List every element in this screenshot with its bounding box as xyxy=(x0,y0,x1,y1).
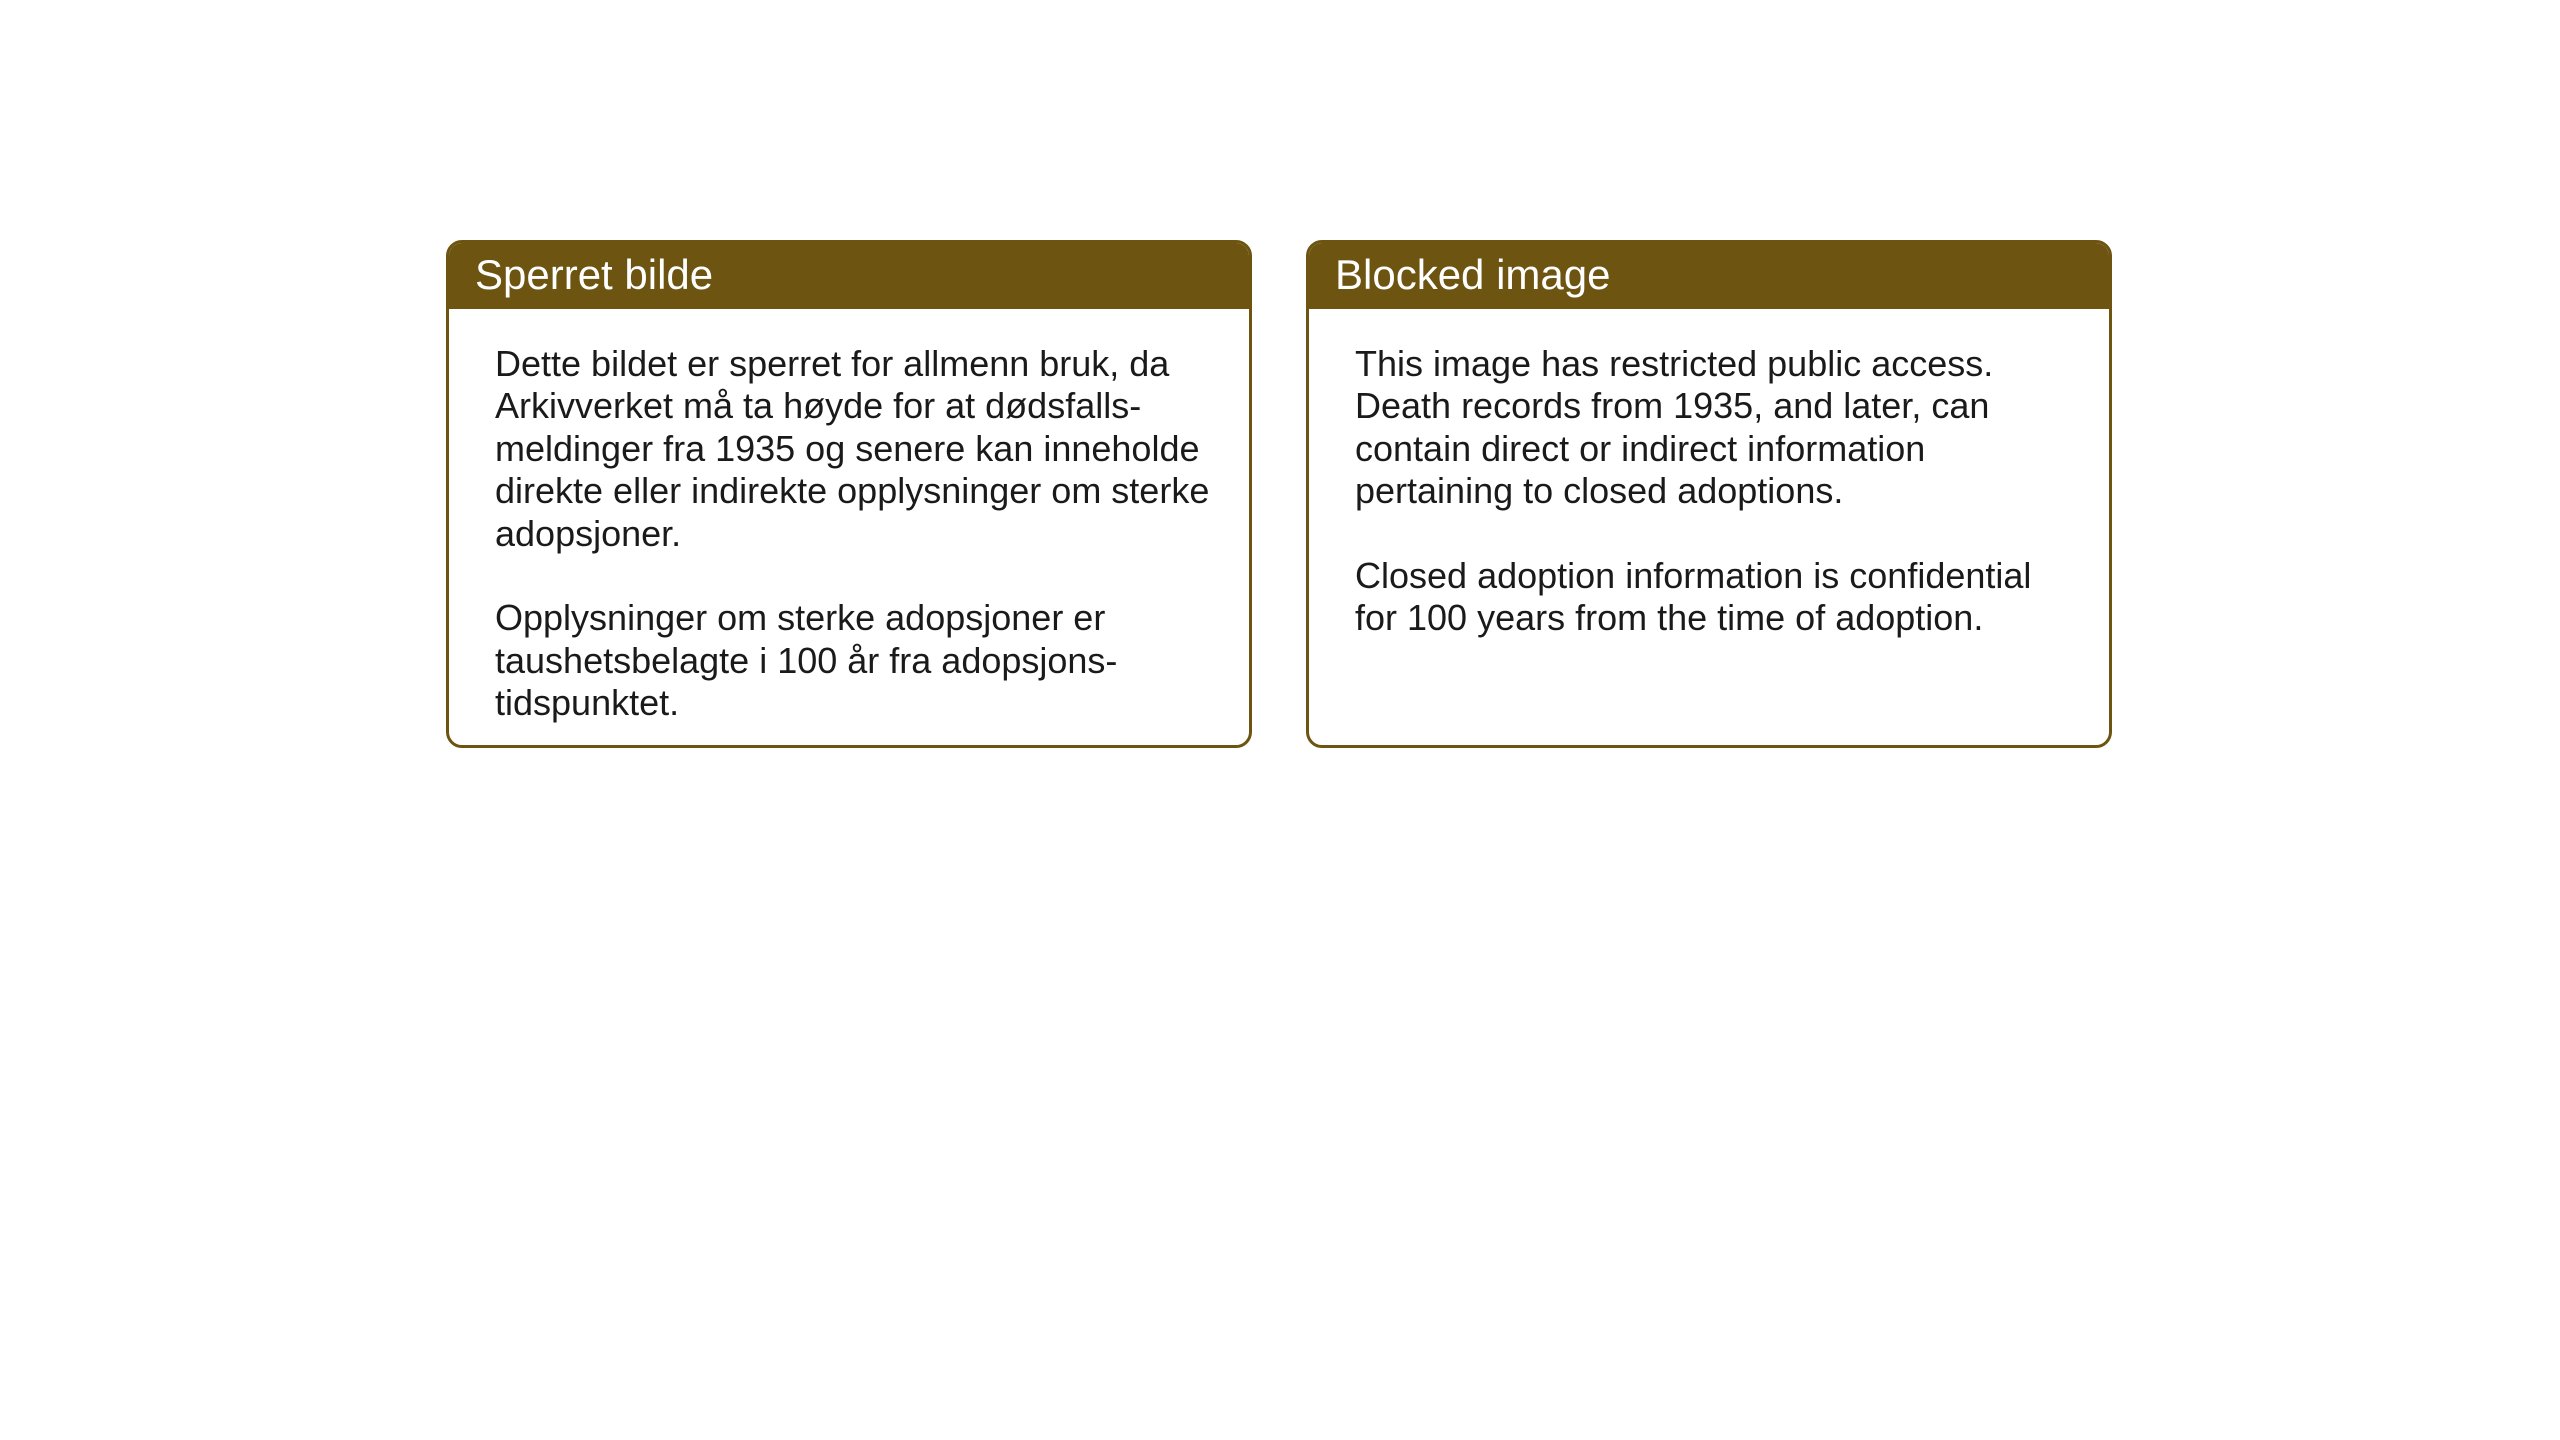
card-title-norwegian: Sperret bilde xyxy=(475,251,713,298)
card-header-english: Blocked image xyxy=(1309,243,2109,309)
notice-container: Sperret bilde Dette bildet er sperret fo… xyxy=(0,0,2560,748)
card-body-norwegian: Dette bildet er sperret for allmenn bruk… xyxy=(449,309,1249,748)
card-header-norwegian: Sperret bilde xyxy=(449,243,1249,309)
notice-card-norwegian: Sperret bilde Dette bildet er sperret fo… xyxy=(446,240,1252,748)
card-title-english: Blocked image xyxy=(1335,251,1610,298)
card-body-english: This image has restricted public access.… xyxy=(1309,309,2109,666)
card-paragraph-2-norwegian: Opplysninger om sterke adopsjoner er tau… xyxy=(495,597,1223,724)
notice-card-english: Blocked image This image has restricted … xyxy=(1306,240,2112,748)
card-paragraph-1-english: This image has restricted public access.… xyxy=(1355,343,2083,513)
card-paragraph-1-norwegian: Dette bildet er sperret for allmenn bruk… xyxy=(495,343,1223,555)
card-paragraph-2-english: Closed adoption information is confident… xyxy=(1355,555,2083,640)
